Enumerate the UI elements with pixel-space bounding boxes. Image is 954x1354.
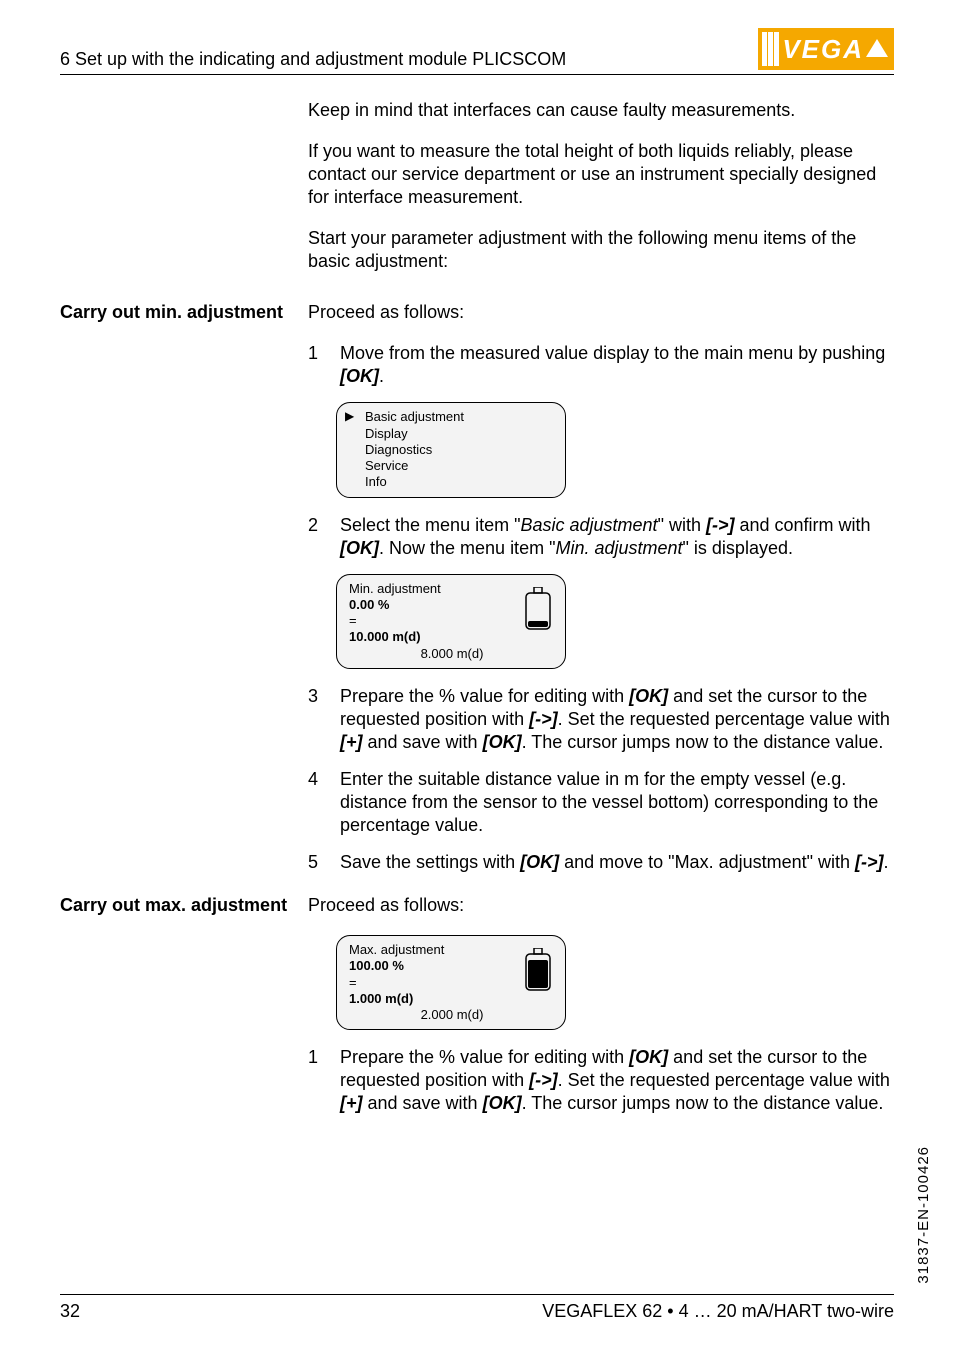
pointer-icon: ▶	[345, 409, 354, 424]
tank-full-icon	[525, 948, 551, 996]
lcd-line: Diagnostics	[349, 442, 555, 458]
step-number: 1	[308, 1046, 322, 1115]
step-text: Prepare the % value for editing with [OK…	[340, 685, 894, 754]
step-number: 1	[308, 342, 322, 388]
step-number: 5	[308, 851, 322, 874]
step-text: Select the menu item "Basic adjustment" …	[340, 514, 894, 560]
lcd-line: Display	[349, 426, 555, 442]
side-heading: Carry out min. adjustment	[60, 301, 290, 888]
step-text: Enter the suitable distance value in m f…	[340, 768, 894, 837]
body-text: Proceed as follows:	[308, 894, 894, 917]
lcd-min-adjust: Min. adjustment 0.00 % = 10.000 m(d) 8.0…	[336, 574, 566, 669]
logo-triangle-icon	[866, 39, 888, 57]
tank-empty-icon	[525, 587, 551, 635]
body-text: Start your parameter adjustment with the…	[308, 227, 894, 273]
step-number: 4	[308, 768, 322, 837]
step-number: 3	[308, 685, 322, 754]
vega-logo: VEGA	[758, 28, 894, 70]
lcd-menu: ▶ Basic adjustment Display Diagnostics S…	[336, 402, 566, 497]
step-text: Move from the measured value display to …	[340, 342, 894, 388]
lcd-line: 2.000 m(d)	[349, 1007, 555, 1023]
body-text: Proceed as follows:	[308, 301, 894, 324]
product-footer: VEGAFLEX 62 • 4 … 20 mA/HART two-wire	[542, 1301, 894, 1322]
body-text: If you want to measure the total height …	[308, 140, 894, 209]
document-number: 31837-EN-100426	[915, 1146, 932, 1284]
step-text: Prepare the % value for editing with [OK…	[340, 1046, 894, 1115]
step-number: 2	[308, 514, 322, 560]
logo-text: VEGA	[782, 34, 864, 65]
page-number: 32	[60, 1301, 80, 1322]
lcd-line: Info	[349, 474, 555, 490]
lcd-line: Basic adjustment	[349, 409, 555, 425]
side-heading: Carry out max. adjustment	[60, 894, 290, 1129]
body-text: Keep in mind that interfaces can cause f…	[308, 99, 894, 122]
chapter-title: 6 Set up with the indicating and adjustm…	[60, 49, 566, 70]
lcd-line: 8.000 m(d)	[349, 646, 555, 662]
step-text: Save the settings with [OK] and move to …	[340, 851, 894, 874]
lcd-line: Service	[349, 458, 555, 474]
lcd-max-adjust: Max. adjustment 100.00 % = 1.000 m(d) 2.…	[336, 935, 566, 1030]
